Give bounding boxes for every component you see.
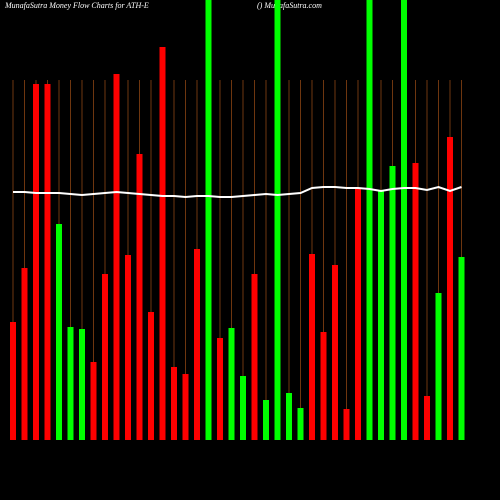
bar xyxy=(217,338,223,440)
bar xyxy=(56,224,62,440)
bar xyxy=(424,396,430,440)
bar xyxy=(21,268,28,440)
bar xyxy=(102,274,108,440)
bar xyxy=(343,409,350,440)
bar xyxy=(309,254,315,440)
bar xyxy=(458,257,465,440)
bar xyxy=(228,328,235,440)
bar xyxy=(251,274,258,440)
bar xyxy=(389,166,396,440)
bar xyxy=(240,376,246,440)
bar xyxy=(159,47,166,440)
bar xyxy=(401,0,407,440)
bar xyxy=(67,327,74,440)
bar xyxy=(412,163,419,440)
bar xyxy=(435,293,442,440)
bar xyxy=(286,393,292,440)
bar xyxy=(79,329,85,440)
bar xyxy=(366,0,373,440)
bar xyxy=(33,84,39,440)
bar xyxy=(182,374,189,440)
bar xyxy=(148,312,154,440)
bar xyxy=(90,362,97,440)
bar xyxy=(205,0,212,440)
bar xyxy=(113,74,120,440)
bar xyxy=(274,0,281,440)
bar xyxy=(378,190,384,440)
bar xyxy=(332,265,338,440)
bar xyxy=(355,188,361,440)
chart-subtitle: () MunafaSutra.com xyxy=(257,1,322,10)
bar xyxy=(136,154,143,440)
bar xyxy=(10,322,16,440)
bar xyxy=(125,255,131,440)
chart-title: MunafaSutra Money Flow Charts for ATH-E xyxy=(4,1,149,10)
money-flow-line xyxy=(13,185,462,199)
bar xyxy=(447,137,453,440)
bar xyxy=(194,249,200,440)
bars xyxy=(10,0,465,440)
bar xyxy=(171,367,177,440)
bar xyxy=(44,84,51,440)
bar xyxy=(263,400,269,440)
bar xyxy=(297,408,304,440)
bar xyxy=(320,332,327,440)
